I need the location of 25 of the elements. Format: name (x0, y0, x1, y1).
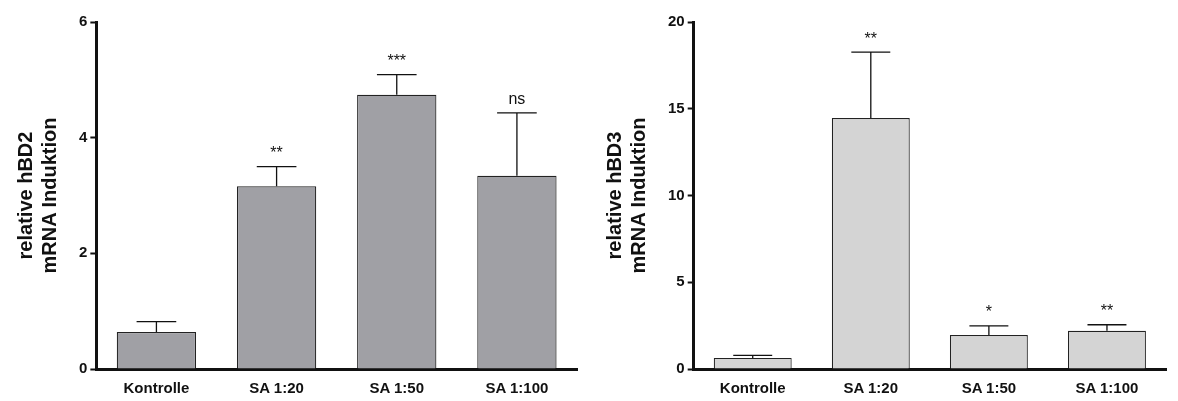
annotation: ** (270, 143, 283, 161)
x-tick-label: SA 1:100 (485, 379, 549, 397)
annotation: ** (1100, 302, 1114, 320)
x-tick-label: SA 1:20 (249, 379, 304, 397)
x-tick-label: SA 1:20 (843, 379, 899, 397)
x-tick-label: SA 1:100 (1075, 379, 1139, 397)
annotation: *** (387, 52, 407, 70)
x-tick-label: Kontrolle (719, 379, 786, 397)
annotation: ns (508, 90, 526, 108)
annotation: * (985, 303, 992, 321)
x-tick-label: Kontrolle (123, 379, 190, 397)
y-axis-title: relative hBD3 mRNA Induktion (602, 117, 649, 274)
y-tick-label: 0 (79, 359, 88, 377)
y-axis-title: relative hBD2 mRNA Induktion (13, 117, 60, 274)
y-tick-label: 6 (79, 12, 88, 30)
y-tick-label: 20 (668, 12, 685, 30)
x-tick-label: SA 1:50 (369, 379, 424, 397)
y-tick-label: 4 (79, 127, 88, 145)
x-tick-label: SA 1:50 (961, 379, 1017, 397)
annotation: ** (864, 29, 878, 47)
y-tick-label: 10 (668, 185, 685, 203)
y-tick-label: 15 (668, 98, 685, 116)
y-tick-label: 2 (79, 243, 88, 261)
y-tick-label: 0 (676, 359, 685, 377)
y-tick-label: 5 (676, 272, 685, 290)
